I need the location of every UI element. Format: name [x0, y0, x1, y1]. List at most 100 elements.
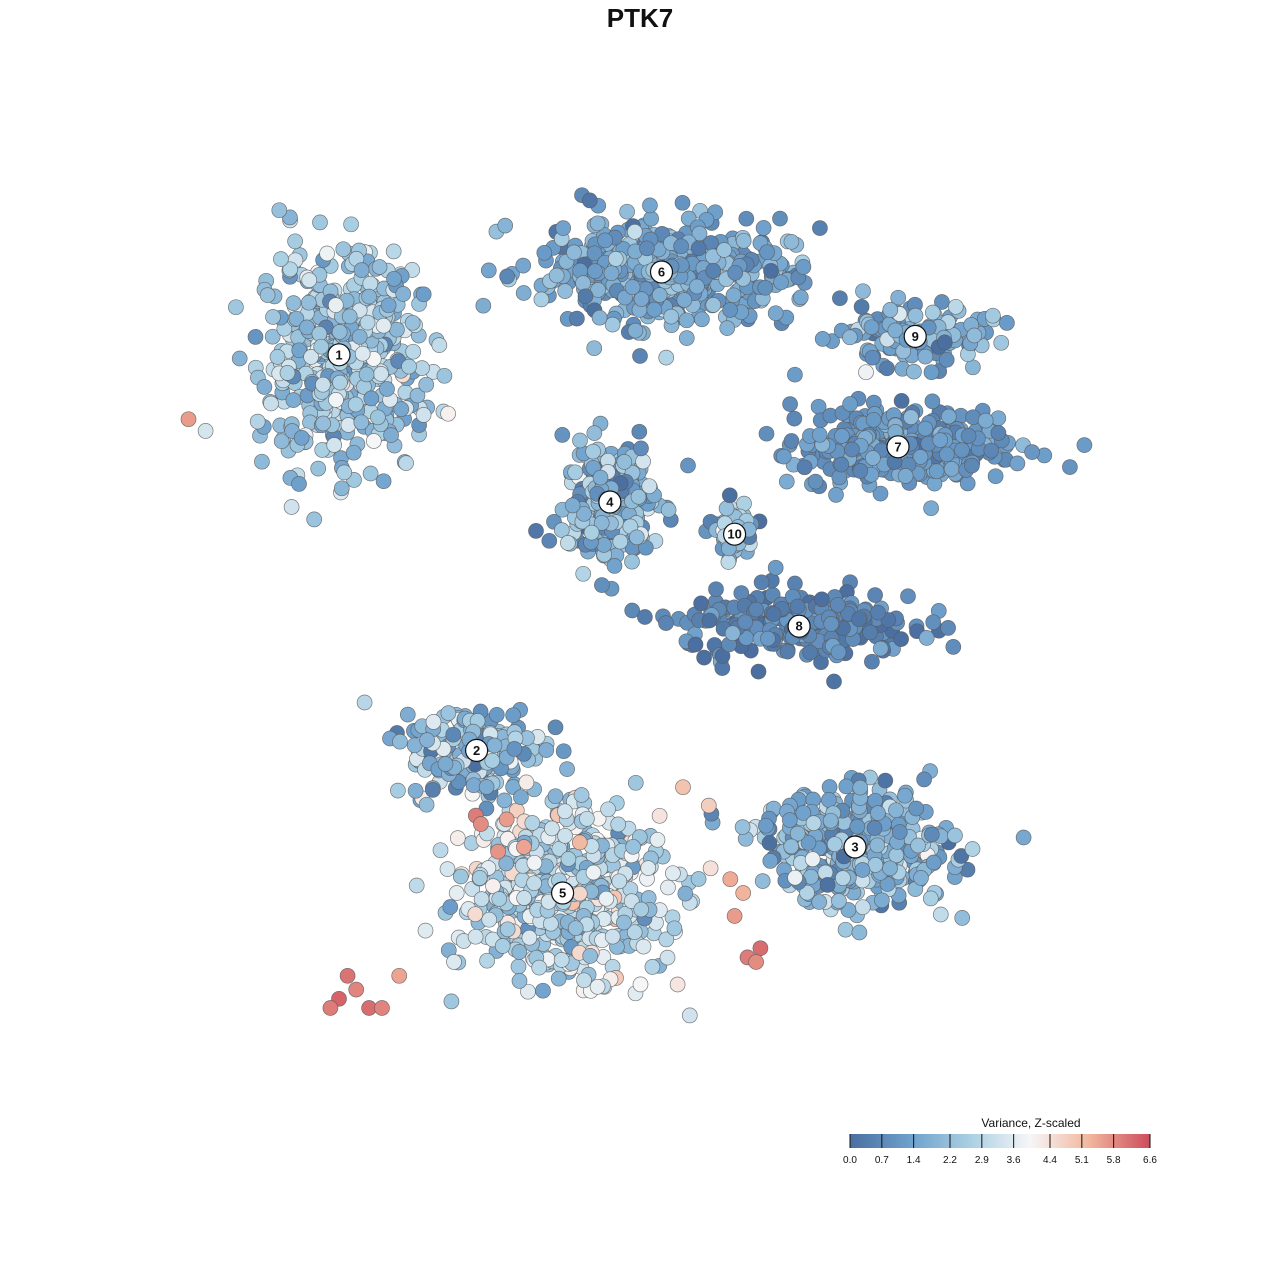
- data-point: [611, 873, 628, 890]
- data-point: [960, 428, 977, 444]
- data-point: [612, 533, 629, 550]
- data-point: [439, 861, 456, 877]
- data-point: [863, 319, 880, 336]
- data-point: [663, 308, 680, 325]
- data-point: [783, 233, 800, 250]
- data-point: [792, 289, 809, 306]
- data-point: [917, 420, 934, 437]
- data-point: [918, 630, 935, 646]
- data-point: [586, 425, 603, 441]
- data-point: [842, 329, 858, 346]
- data-point: [567, 920, 584, 937]
- data-point: [415, 286, 432, 303]
- data-point: [436, 367, 453, 384]
- data-point: [940, 620, 956, 636]
- cluster-label-7: 7: [886, 435, 910, 459]
- data-point: [659, 949, 676, 966]
- data-point: [690, 240, 707, 257]
- data-point: [689, 278, 705, 295]
- data-point: [533, 291, 550, 308]
- cluster-label-3: 3: [843, 835, 867, 859]
- data-point: [924, 304, 941, 321]
- data-point: [832, 290, 848, 307]
- data-point: [575, 565, 592, 582]
- data-point: [282, 261, 299, 278]
- data-point: [515, 257, 532, 274]
- data-point: [348, 981, 365, 998]
- data-point: [852, 463, 869, 479]
- data-point: [569, 310, 585, 327]
- data-point: [310, 460, 327, 477]
- data-point: [572, 432, 588, 449]
- data-point: [830, 644, 847, 661]
- data-point: [419, 732, 435, 748]
- data-point: [924, 393, 941, 410]
- data-point: [351, 328, 368, 345]
- data-point: [409, 387, 426, 404]
- data-point: [635, 453, 651, 470]
- data-point: [754, 873, 771, 889]
- data-point: [440, 705, 457, 721]
- data-point: [473, 816, 489, 832]
- data-point: [1062, 459, 1078, 475]
- cluster-label-text: 2: [473, 743, 480, 758]
- data-point: [452, 868, 469, 885]
- data-point: [526, 854, 543, 871]
- cluster-label-2: 2: [465, 738, 489, 763]
- data-point: [499, 268, 515, 285]
- data-point: [866, 820, 883, 836]
- data-point: [916, 771, 932, 788]
- data-point: [571, 834, 588, 851]
- data-point: [938, 351, 955, 368]
- data-point: [842, 396, 858, 412]
- data-point: [340, 417, 357, 433]
- data-point: [425, 782, 441, 798]
- data-point: [327, 297, 344, 313]
- data-point: [922, 890, 939, 907]
- data-point: [543, 915, 559, 932]
- data-point: [475, 297, 492, 314]
- data-point: [632, 348, 648, 364]
- data-point: [716, 242, 733, 258]
- data-point: [959, 475, 976, 492]
- data-point: [306, 511, 323, 528]
- data-point: [371, 259, 388, 275]
- data-point: [604, 928, 621, 945]
- data-point: [639, 240, 655, 257]
- data-point: [735, 885, 752, 901]
- data-point: [624, 553, 640, 570]
- data-point: [386, 270, 402, 287]
- cluster-label-6: 6: [649, 260, 674, 284]
- data-point: [484, 752, 501, 769]
- data-point: [644, 959, 661, 975]
- data-point: [977, 412, 994, 429]
- data-point: [443, 993, 460, 1010]
- data-point: [392, 733, 408, 750]
- data-point: [724, 625, 741, 642]
- data-point: [705, 297, 722, 313]
- data-point: [748, 601, 765, 618]
- data-point: [630, 488, 647, 505]
- data-point: [361, 288, 377, 305]
- data-point: [757, 279, 774, 296]
- data-point: [748, 954, 764, 970]
- data-point: [505, 707, 521, 724]
- data-point: [547, 788, 564, 805]
- data-point: [633, 440, 649, 457]
- data-point: [897, 468, 914, 484]
- data-point: [627, 322, 644, 339]
- data-point: [867, 587, 883, 603]
- data-point: [870, 604, 886, 621]
- data-point: [478, 779, 495, 795]
- legend-tick-label: 2.9: [975, 1155, 989, 1166]
- data-point: [445, 726, 462, 743]
- data-point: [985, 307, 1001, 324]
- data-point: [910, 837, 926, 854]
- data-point: [844, 441, 860, 458]
- data-point: [693, 595, 709, 612]
- data-point: [269, 349, 286, 365]
- legend-tick-label: 4.4: [1043, 1155, 1057, 1166]
- data-point: [646, 301, 663, 318]
- data-point: [577, 288, 594, 305]
- data-point: [553, 952, 570, 968]
